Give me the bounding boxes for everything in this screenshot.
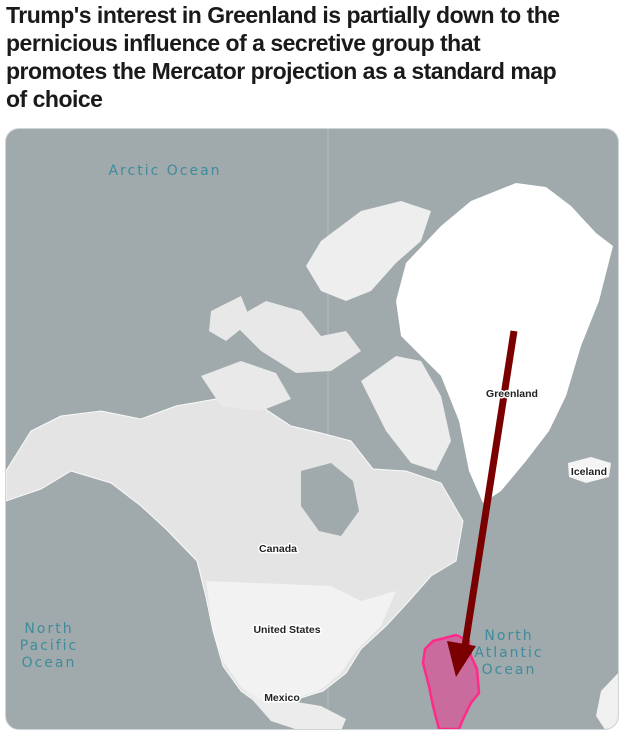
map-canvas: Arctic Ocean Greenland Iceland Canada Un… — [6, 129, 618, 729]
arctic-islands — [231, 301, 361, 373]
label-arctic-ocean: Arctic Ocean — [108, 163, 221, 179]
title-line: Trump's interest in Greenland is partial… — [6, 2, 560, 28]
baffin-island — [361, 356, 451, 471]
arrow-shaft — [461, 330, 518, 647]
label-mexico: Mexico — [264, 692, 300, 704]
ellesmere-island — [306, 201, 431, 301]
mexico-region — [241, 687, 346, 729]
europe-landmass — [596, 673, 618, 729]
label-north-pacific-3: Ocean — [22, 655, 77, 671]
label-north-atlantic-1: North — [484, 628, 533, 644]
label-iceland: Iceland — [571, 466, 607, 478]
label-united-states: United States — [253, 624, 320, 636]
label-north-pacific-1: North — [24, 621, 73, 637]
map-image[interactable]: Arctic Ocean Greenland Iceland Canada Un… — [5, 128, 619, 730]
greenland-landmass — [396, 183, 613, 503]
label-north-atlantic-3: Ocean — [482, 662, 537, 678]
title-line: of choice — [6, 86, 103, 112]
title-line: pernicious influence of a secretive grou… — [6, 30, 481, 56]
label-greenland: Greenland — [486, 388, 538, 400]
victoria-island — [201, 361, 291, 411]
title-line: promotes the Mercator projection as a st… — [6, 58, 557, 84]
label-north-pacific-2: Pacific — [20, 638, 79, 654]
us-region — [206, 581, 396, 701]
label-north-atlantic-2: Atlantic — [474, 645, 543, 661]
post-title: Trump's interest in Greenland is partial… — [6, 1, 624, 113]
hudson-bay — [301, 463, 359, 536]
iceland-landmass — [568, 457, 611, 483]
label-canada: Canada — [259, 543, 297, 555]
arrow-head — [447, 641, 476, 677]
banks-island — [209, 296, 251, 341]
